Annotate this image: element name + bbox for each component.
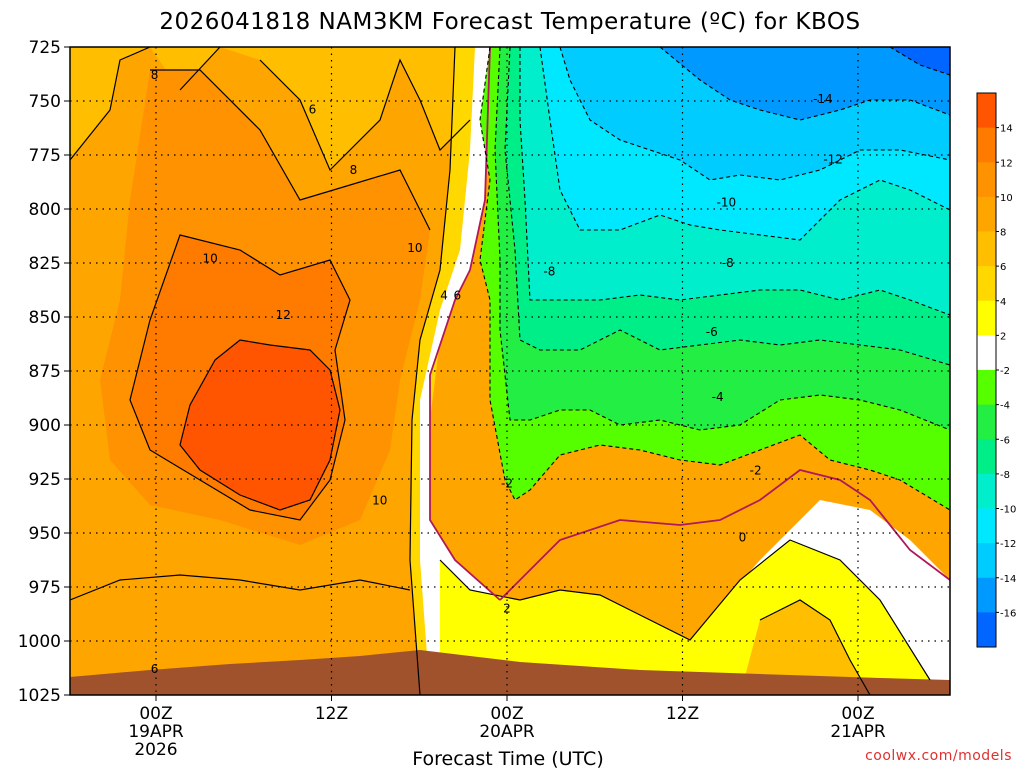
- contour-label: 8: [151, 68, 159, 82]
- colorbar-label: -8: [1000, 470, 1010, 481]
- colorbar-swatch: [977, 543, 996, 579]
- colorbar-swatch: [977, 404, 996, 440]
- terrain: [70, 650, 950, 695]
- colorbar-swatch: [977, 93, 996, 129]
- contour-label: 10: [372, 494, 387, 508]
- contour-label: 8: [350, 163, 358, 177]
- colorbar-swatch: [977, 162, 996, 198]
- x-tick-label: 2026: [134, 740, 177, 760]
- colorbar-label: 8: [1000, 228, 1006, 239]
- colorbar-label: 14: [1000, 124, 1013, 135]
- colorbar-swatch: [977, 266, 996, 302]
- zero-contour: [429, 47, 950, 601]
- x-tick-label: 21APR: [830, 722, 886, 742]
- y-tick-label: 1025: [18, 686, 61, 706]
- contour-label: 2: [503, 602, 511, 616]
- contour-label: -10: [717, 196, 737, 210]
- colorbar-swatch: [977, 370, 996, 406]
- contour-label: -4: [712, 390, 724, 404]
- x-tick-label: 12Z: [315, 704, 348, 724]
- cold-contours: [479, 47, 950, 511]
- x-tick-label: 19APR: [128, 722, 184, 742]
- colorbar-swatch: [977, 231, 996, 267]
- colorbar-swatch: [977, 508, 996, 544]
- colorbar-swatch: [977, 473, 996, 509]
- band-6-8-top: [70, 47, 470, 170]
- y-tick-label: 925: [29, 470, 61, 490]
- y-tick-label: 950: [29, 524, 61, 544]
- grid-vertical: [155, 47, 859, 695]
- colorbar-label: 6: [1000, 262, 1006, 273]
- y-tick-label: 800: [29, 200, 61, 220]
- contour-label: -2: [750, 463, 762, 477]
- colorbar-swatch: [977, 577, 996, 613]
- colorbar-swatch: [977, 439, 996, 475]
- band-6-8-low: [740, 600, 870, 695]
- colorbar-label: -4: [1000, 401, 1010, 412]
- colorbar-label: -14: [1000, 574, 1016, 585]
- y-tick-label: 750: [29, 92, 61, 112]
- colorbar-label: 12: [1000, 158, 1013, 169]
- contour-label: -2: [501, 476, 513, 490]
- colorbar-label: -2: [1000, 366, 1010, 377]
- y-tick-label: 825: [29, 254, 61, 274]
- contour-label: -6: [706, 325, 718, 339]
- colorbar-swatch: [977, 612, 996, 648]
- y-tick-label: 1000: [18, 632, 61, 652]
- colorbar-swatch: [977, 196, 996, 232]
- colorbar-label: -12: [1000, 539, 1016, 550]
- colorbar-label: 10: [1000, 193, 1013, 204]
- contour-label: 10: [202, 252, 217, 266]
- y-tick-label: 900: [29, 416, 61, 436]
- y-axis: 725 750 775 800 825 850 875 900 925 950 975 1000 102…: [18, 38, 70, 706]
- colorbar: 14 12 10 8 6 4 2 -2 -4 -6 -8 -10 -12 -14 -16: [976, 92, 1016, 648]
- x-tick-label: 00Z: [841, 704, 874, 724]
- y-tick-label: 725: [29, 38, 61, 58]
- contour-label: 10: [407, 241, 422, 255]
- y-tick-label: 850: [29, 308, 61, 328]
- contour-label: 12: [276, 308, 291, 322]
- contour-label: -14: [813, 92, 833, 106]
- colorbar-label: 2: [1000, 331, 1006, 342]
- x-tick-label: 12Z: [666, 704, 699, 724]
- contour-label: -8: [543, 265, 555, 279]
- contour-label: 4: [440, 288, 448, 302]
- x-tick-label: 00Z: [139, 704, 172, 724]
- colorbar-label: -6: [1000, 435, 1010, 446]
- colorbar-swatch: [977, 127, 996, 163]
- band-below-neg16: [890, 47, 950, 75]
- contour-label: -12: [823, 152, 843, 166]
- y-tick-label: 875: [29, 362, 61, 382]
- colorbar-label: -10: [1000, 505, 1016, 516]
- band-neg14-neg16: [660, 47, 950, 120]
- colorbar-swatch: [977, 300, 996, 336]
- contour-label: 6: [453, 288, 461, 302]
- credit-text: coolwx.com/models: [865, 748, 1012, 764]
- colorbar-label: 4: [1000, 297, 1006, 308]
- warm-contours: [70, 47, 931, 695]
- colorbar-swatch: [977, 335, 996, 371]
- contour-label: 6: [309, 103, 317, 117]
- x-tick-label: 00Z: [490, 704, 523, 724]
- colorbar-label: -16: [1000, 608, 1016, 619]
- y-tick-label: 775: [29, 146, 61, 166]
- contour-label: 0: [739, 530, 747, 544]
- contour-label: 6: [151, 662, 159, 676]
- chart-title: 2026041818 NAM3KM Forecast Temperature (…: [159, 9, 860, 35]
- contour-label: -8: [722, 256, 734, 270]
- x-axis-label: Forecast Time (UTC): [412, 748, 603, 768]
- y-tick-label: 975: [29, 578, 61, 598]
- x-tick-label: 20APR: [479, 722, 535, 742]
